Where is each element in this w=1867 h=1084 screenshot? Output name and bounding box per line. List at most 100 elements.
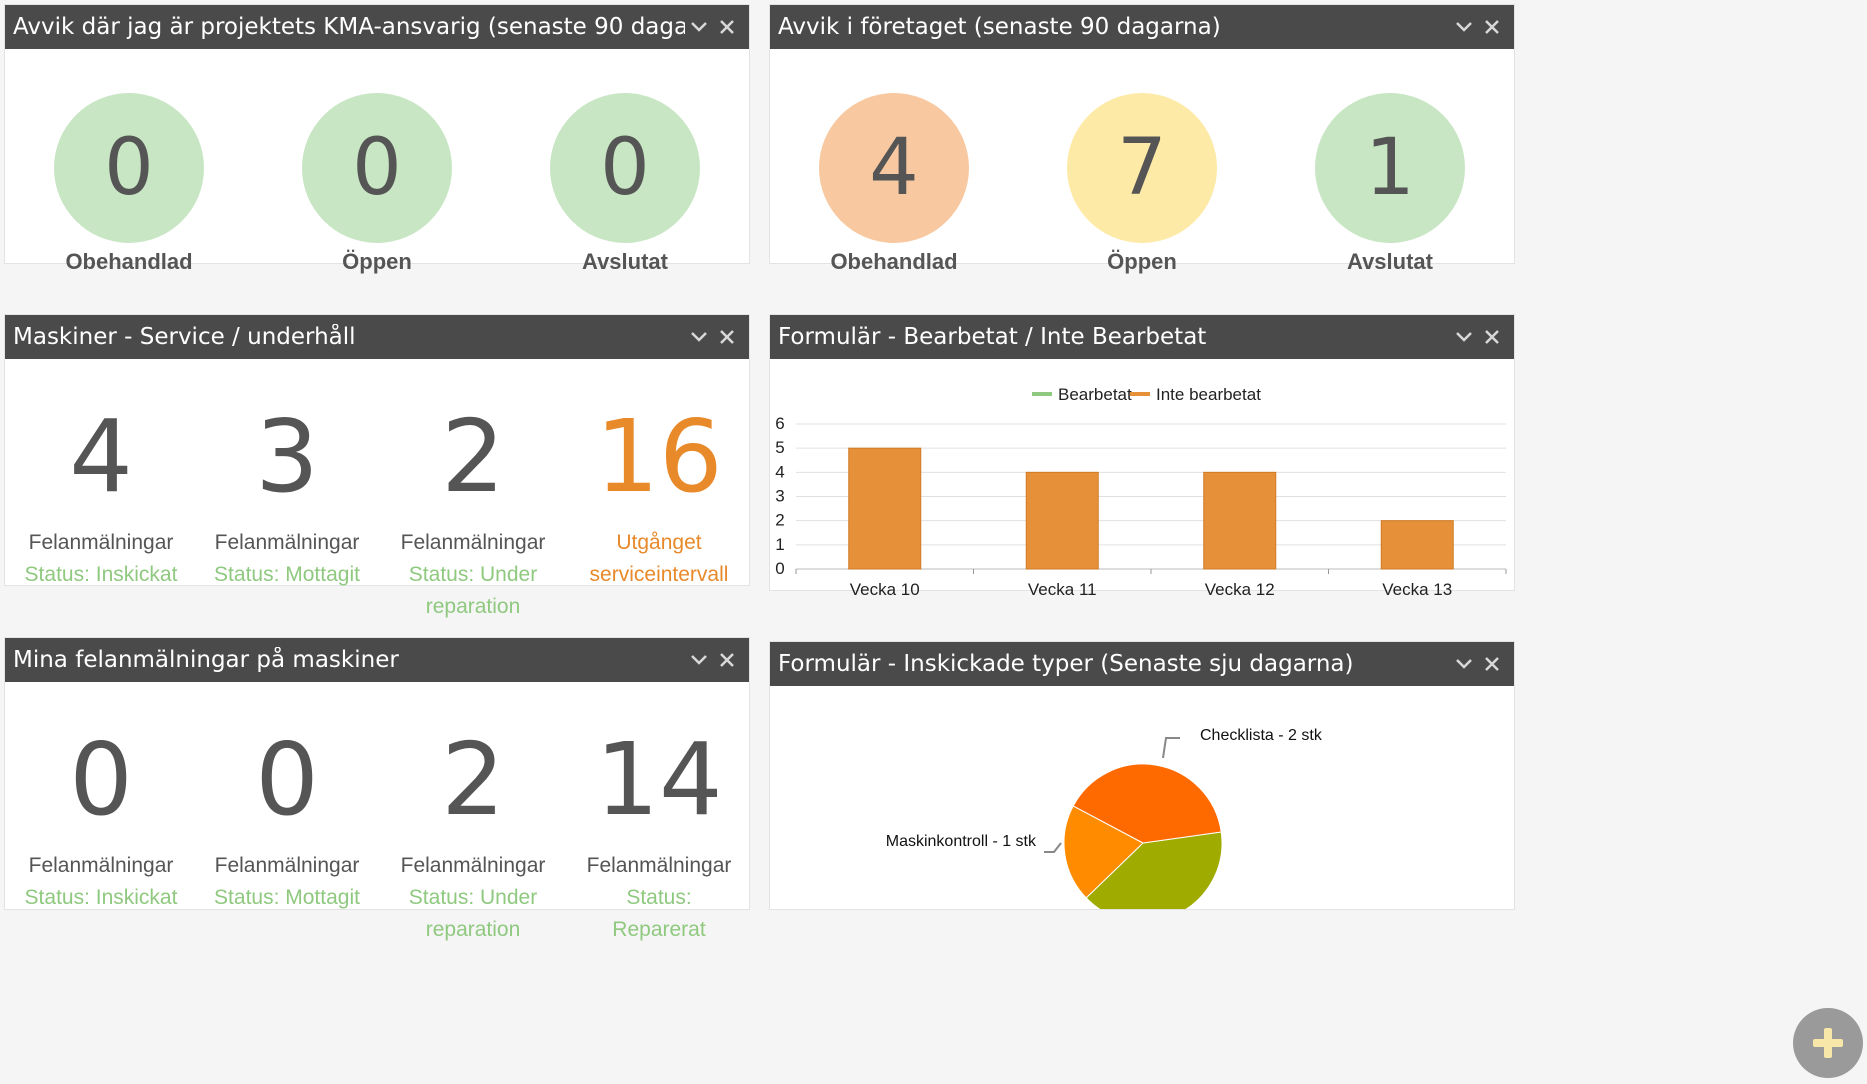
bar[interactable]: [1380, 520, 1454, 570]
close-button[interactable]: [1478, 650, 1506, 678]
pie-slice[interactable]: [1063, 805, 1144, 899]
widget-title: Maskiner - Service / underhåll: [13, 324, 356, 350]
pie-leader-line: [1044, 842, 1062, 853]
stat-unhandled[interactable]: 4 Obehandlad: [794, 49, 994, 275]
y-tick-label: 2: [775, 511, 784, 530]
chart-legend: Bearbetat Inte bearbetat: [1032, 385, 1261, 404]
stat-number: 3: [255, 398, 319, 515]
stat-label: Avslutat: [1347, 249, 1433, 274]
widget-title: Avvik där jag är projektets KMA-ansvarig…: [13, 14, 685, 40]
close-icon: [1485, 657, 1499, 671]
stat-label: Obehandlad: [830, 249, 958, 274]
stat-status: Status: Inskickat: [24, 886, 178, 909]
widget-title: Mina felanmälningar på maskiner: [13, 647, 399, 673]
close-button[interactable]: [713, 323, 741, 351]
widget-kma-deviations: Avvik där jag är projektets KMA-ansvarig…: [4, 4, 750, 274]
stat-submitted[interactable]: 0 Felanmälningar Status: Inskickat: [1, 682, 201, 914]
widget-header: Maskiner - Service / underhåll: [5, 315, 749, 359]
stat-status: Status: Under reparation: [408, 886, 538, 941]
close-button[interactable]: [1478, 323, 1506, 351]
chevron-down-icon: [691, 332, 707, 342]
stat-label: Felanmälningar: [28, 531, 174, 554]
y-tick-label: 6: [775, 414, 784, 433]
stat-status: Status: Mottagit: [214, 886, 360, 909]
widget-my-machine-reports: Mina felanmälningar på maskiner 0 Felanm…: [4, 637, 750, 941]
stat-under-repair[interactable]: 2 Felanmälningar Status: Under reparatio…: [373, 359, 573, 623]
stat-label: Öppen: [342, 249, 412, 274]
stat-closed[interactable]: 1 Avslutat: [1290, 49, 1490, 275]
stat-label: Felanmälningar: [214, 854, 360, 877]
chevron-down-icon: [1456, 22, 1472, 32]
collapse-button[interactable]: [1450, 650, 1478, 678]
pie-label: Checklista - 2 stk: [1200, 727, 1323, 744]
widget-title: Avvik i företaget (senaste 90 dagarna): [778, 14, 1221, 40]
legend-item[interactable]: Bearbetat: [1032, 385, 1132, 404]
stat-status: Status: Under reparation: [408, 563, 538, 618]
stat-number: 2: [441, 721, 505, 838]
x-tick-label: Vecka 10: [850, 580, 920, 599]
collapse-button[interactable]: [685, 13, 713, 41]
widget-forms-processed: Formulär - Bearbetat / Inte Bearbetat Be…: [769, 314, 1515, 599]
collapse-button[interactable]: [1450, 323, 1478, 351]
chevron-down-icon: [1456, 332, 1472, 342]
close-icon: [1485, 330, 1499, 344]
close-button[interactable]: [713, 13, 741, 41]
pie-label: Maskinkontroll - 1 stk: [886, 833, 1037, 850]
pie-chart: Checklista - 2 stkDaniel - 2 stkMaskinko…: [886, 727, 1323, 909]
stat-closed[interactable]: 0 Avslutat: [525, 49, 725, 275]
stat-circle: 0: [54, 93, 204, 243]
stat-open[interactable]: 7 Öppen: [1042, 49, 1242, 275]
stat-label: Felanmälningar: [214, 531, 360, 554]
y-tick-label: 5: [775, 438, 784, 457]
stat-number: 16: [595, 398, 723, 515]
stat-under-repair[interactable]: 2 Felanmälningar Status: Under reparatio…: [373, 682, 573, 946]
x-tick-label: Vecka 12: [1205, 580, 1275, 599]
stat-label: Felanmälningar: [586, 854, 732, 877]
widget-forms-types: Formulär - Inskickade typer (Senaste sju…: [769, 641, 1515, 910]
collapse-button[interactable]: [685, 646, 713, 674]
chevron-down-icon: [691, 655, 707, 665]
widget-header: Avvik i företaget (senaste 90 dagarna): [770, 5, 1514, 49]
y-tick-label: 1: [775, 535, 784, 554]
bar[interactable]: [1203, 471, 1277, 570]
legend-label: Bearbetat: [1058, 385, 1132, 404]
stat-number: 0: [69, 721, 133, 838]
stat-status: Status: Reparerat: [612, 886, 706, 941]
stat-number: 14: [595, 721, 723, 838]
widget-machines-service: Maskiner - Service / underhåll 4 Felanmä…: [4, 314, 750, 618]
close-button[interactable]: [713, 646, 741, 674]
stat-circle: 1: [1315, 93, 1465, 243]
stat-unhandled[interactable]: 0 Obehandlad: [29, 49, 229, 275]
legend-label: Inte bearbetat: [1156, 385, 1261, 404]
plus-icon: [1813, 1028, 1843, 1058]
widget-header: Mina felanmälningar på maskiner: [5, 638, 749, 682]
collapse-button[interactable]: [685, 323, 713, 351]
widget-header: Formulär - Inskickade typer (Senaste sju…: [770, 642, 1514, 686]
widget-header: Formulär - Bearbetat / Inte Bearbetat: [770, 315, 1514, 359]
add-widget-button[interactable]: [1793, 1008, 1863, 1078]
stat-received[interactable]: 3 Felanmälningar Status: Mottagit: [187, 359, 387, 591]
y-tick-label: 3: [775, 487, 784, 506]
stat-status: Status: Mottagit: [214, 563, 360, 586]
pie-slice[interactable]: [1072, 763, 1222, 844]
stat-label: Öppen: [1107, 249, 1177, 274]
stat-service-expired[interactable]: 16 Utgånget serviceintervall: [559, 359, 759, 591]
stat-received[interactable]: 0 Felanmälningar Status: Mottagit: [187, 682, 387, 914]
pie-leader-line: [1162, 737, 1180, 759]
close-icon: [720, 653, 734, 667]
stat-open[interactable]: 0 Öppen: [277, 49, 477, 275]
close-button[interactable]: [1478, 13, 1506, 41]
stat-status: Status: Inskickat: [24, 563, 178, 586]
stat-circle: 0: [302, 93, 452, 243]
close-icon: [1485, 20, 1499, 34]
bar[interactable]: [848, 447, 922, 570]
close-icon: [720, 330, 734, 344]
bar[interactable]: [1025, 471, 1099, 570]
stat-repaired[interactable]: 14 Felanmälningar Status: Reparerat: [559, 682, 759, 946]
stat-label: Avslutat: [582, 249, 668, 274]
stat-submitted[interactable]: 4 Felanmälningar Status: Inskickat: [1, 359, 201, 591]
close-icon: [720, 20, 734, 34]
legend-item[interactable]: Inte bearbetat: [1130, 385, 1261, 404]
collapse-button[interactable]: [1450, 13, 1478, 41]
pie-slice[interactable]: [1085, 831, 1223, 909]
